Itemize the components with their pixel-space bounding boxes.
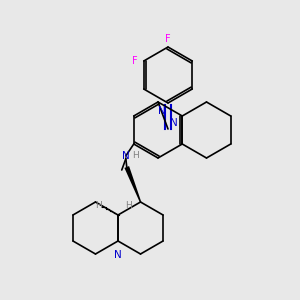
Text: F: F (165, 34, 171, 44)
Text: N: N (158, 106, 166, 116)
Text: H: H (124, 200, 131, 209)
Text: F: F (132, 56, 138, 66)
Polygon shape (124, 166, 141, 202)
Text: H: H (132, 152, 139, 160)
Text: N: N (122, 151, 130, 161)
Text: N: N (114, 250, 122, 260)
Text: N: N (170, 118, 178, 128)
Text: H: H (94, 200, 101, 209)
